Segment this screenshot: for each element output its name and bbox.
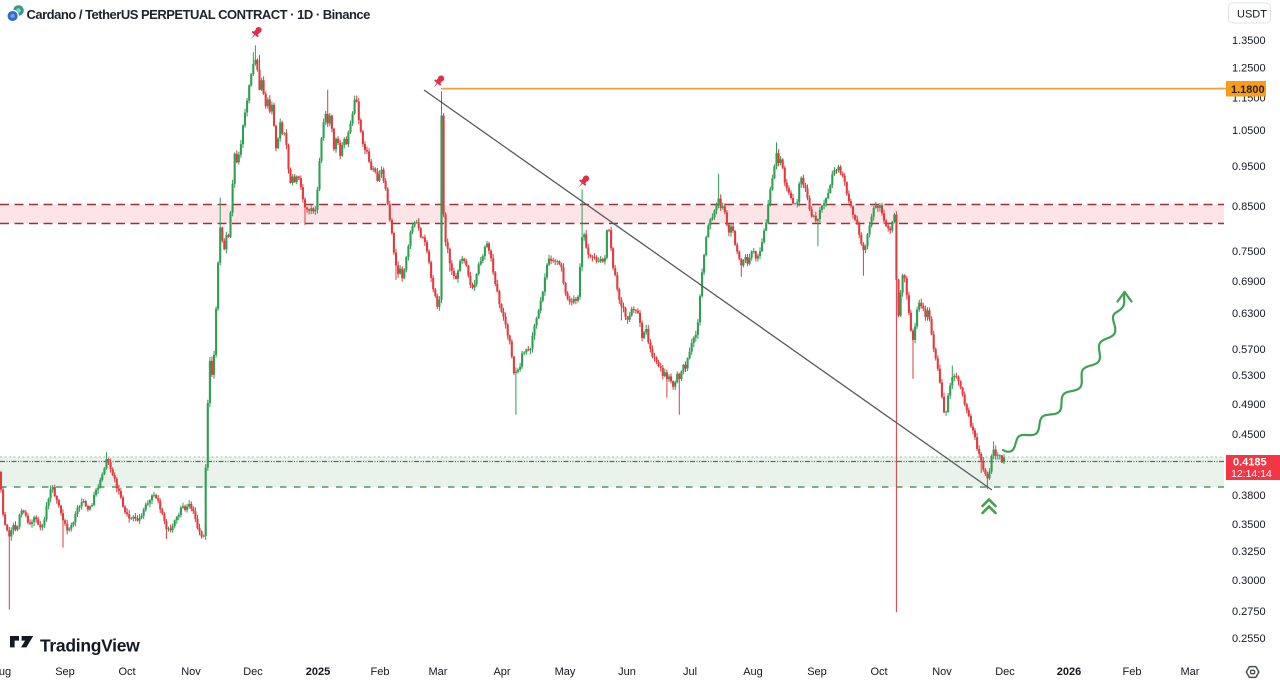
svg-text:0.5300: 0.5300 (1232, 370, 1266, 382)
svg-text:Apr: Apr (493, 666, 510, 678)
svg-text:Dec: Dec (243, 666, 263, 678)
svg-text:May: May (555, 666, 576, 678)
svg-text:Sep: Sep (55, 666, 75, 678)
svg-text:Feb: Feb (371, 666, 390, 678)
svg-text:0.4185: 0.4185 (1233, 457, 1267, 469)
svg-text:0.2550: 0.2550 (1232, 633, 1266, 645)
svg-text:USDT: USDT (1237, 9, 1267, 21)
svg-text:TradingView: TradingView (40, 636, 140, 656)
svg-text:1.1800: 1.1800 (1231, 84, 1265, 96)
svg-text:Jul: Jul (683, 666, 697, 678)
svg-text:0.3250: 0.3250 (1232, 546, 1266, 558)
svg-text:12:14:14: 12:14:14 (1231, 468, 1272, 480)
svg-text:Feb: Feb (1123, 666, 1142, 678)
svg-text:2025: 2025 (306, 666, 330, 678)
svg-text:0.4900: 0.4900 (1232, 399, 1266, 411)
svg-text:Nov: Nov (181, 666, 201, 678)
svg-text:Cardano / TetherUS PERPETUAL C: Cardano / TetherUS PERPETUAL CONTRACT · … (27, 7, 371, 22)
svg-text:1.0500: 1.0500 (1232, 125, 1266, 137)
svg-text:0.6900: 0.6900 (1232, 276, 1266, 288)
svg-text:2026: 2026 (1057, 666, 1081, 678)
svg-text:0.3800: 0.3800 (1232, 490, 1266, 502)
svg-text:Aug: Aug (743, 666, 763, 678)
svg-text:Dec: Dec (995, 666, 1015, 678)
svg-text:0.6300: 0.6300 (1232, 308, 1266, 320)
svg-text:0.3500: 0.3500 (1232, 519, 1266, 531)
svg-text:0.7500: 0.7500 (1232, 246, 1266, 258)
svg-text:0.5700: 0.5700 (1232, 344, 1266, 356)
svg-text:1.3500: 1.3500 (1232, 35, 1266, 47)
svg-text:0.9500: 0.9500 (1232, 161, 1266, 173)
svg-text:Jun: Jun (618, 666, 636, 678)
svg-text:0.8500: 0.8500 (1232, 201, 1266, 213)
svg-text:Mar: Mar (1181, 666, 1200, 678)
svg-text:Oct: Oct (118, 666, 135, 678)
svg-text:Sep: Sep (807, 666, 827, 678)
svg-text:ug: ug (0, 666, 11, 678)
svg-text:1.2500: 1.2500 (1232, 63, 1266, 75)
svg-text:Oct: Oct (870, 666, 887, 678)
svg-text:Nov: Nov (932, 666, 952, 678)
svg-text:0.2750: 0.2750 (1232, 606, 1266, 618)
svg-text:0.4500: 0.4500 (1232, 429, 1266, 441)
svg-text:0.3000: 0.3000 (1232, 575, 1266, 587)
svg-text:Mar: Mar (429, 666, 448, 678)
